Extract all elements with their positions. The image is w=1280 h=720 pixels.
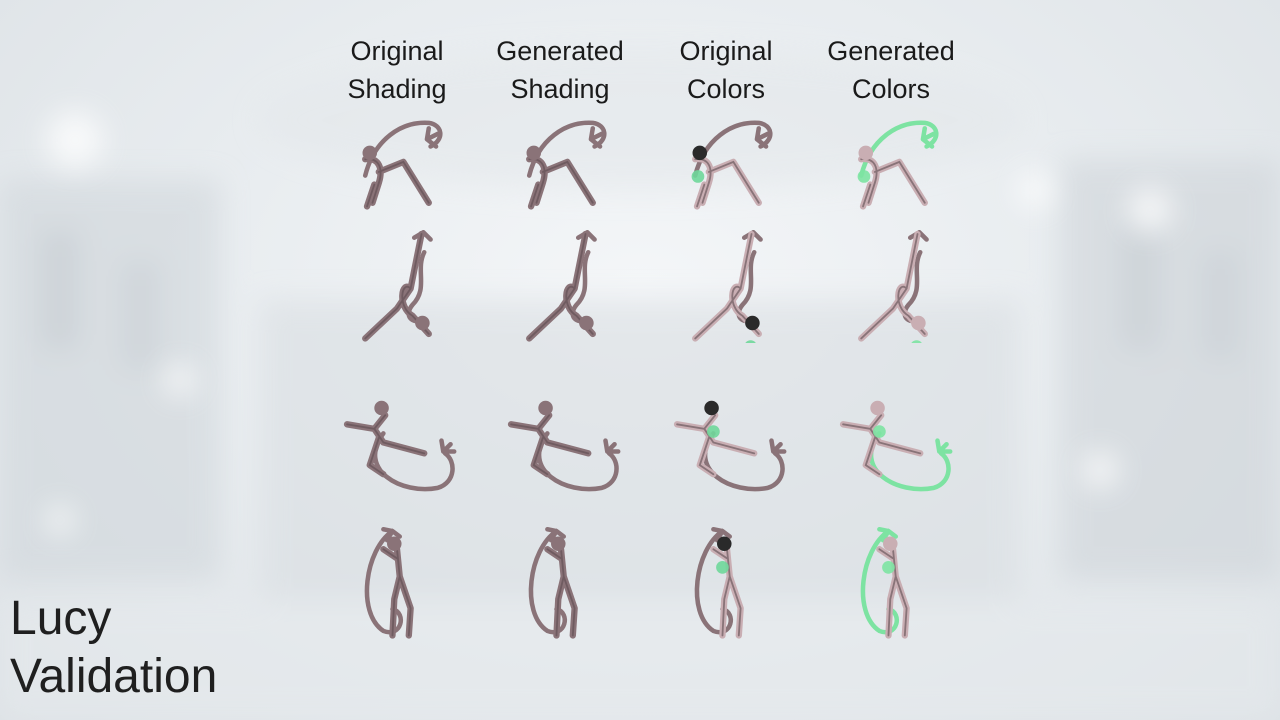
head-shape: [526, 145, 542, 161]
sprite-high-kick-col4: [839, 400, 953, 492]
tail-shape: [537, 431, 621, 492]
sprite-high-kick-col1: [343, 400, 457, 492]
head-shape: [579, 315, 594, 331]
body-shape: [673, 412, 758, 478]
body-outline: [528, 233, 594, 340]
body-outline: [364, 233, 430, 340]
body-shape: [526, 155, 596, 210]
body-outline: [546, 548, 576, 637]
tail-shape: [860, 526, 900, 635]
head-shape: [858, 145, 874, 161]
sprite-leaning-lunge-col2: [526, 120, 607, 210]
head-shape: [704, 400, 719, 416]
body-shape: [343, 412, 428, 478]
sprite-tail-loop-stand-col2: [528, 526, 578, 639]
color-accent-patch: [911, 340, 922, 343]
sprite-vertical-split-col3: [692, 229, 763, 343]
body-outline: [346, 414, 426, 476]
sprite-high-kick-col2: [507, 400, 621, 492]
body-shape: [858, 155, 928, 210]
color-accent-patch: [716, 561, 729, 574]
head-shape: [374, 400, 389, 416]
sprite-leaning-lunge-col3: [691, 120, 773, 210]
color-accent-patch: [707, 425, 720, 438]
slide-title: Lucy Validation: [10, 590, 217, 706]
head-shape: [717, 536, 732, 552]
body-shape: [876, 546, 910, 639]
body-shape: [362, 155, 432, 210]
body-shape: [380, 546, 414, 639]
head-shape: [387, 536, 402, 552]
head-shape: [415, 315, 430, 331]
head-shape: [362, 145, 378, 161]
column-header-generated-shading: Generated Shading: [496, 36, 624, 104]
tail-shape: [373, 431, 457, 492]
color-accent-patch: [691, 170, 705, 183]
column-header-generated-colors: Generated Colors: [827, 36, 955, 104]
body-shape: [692, 155, 762, 210]
sprite-leaning-lunge-col1: [362, 120, 443, 210]
head-shape: [870, 400, 885, 416]
tail-shape: [694, 526, 734, 635]
body-outline: [694, 233, 760, 340]
tail-shape: [526, 120, 607, 178]
head-shape: [883, 536, 898, 552]
body-shape: [710, 546, 744, 639]
head-shape: [745, 315, 760, 331]
head-shape: [551, 536, 566, 552]
sprite-leaning-lunge-col4: [857, 120, 939, 210]
tail-shape: [528, 526, 568, 635]
color-accent-patch: [857, 170, 871, 183]
sprite-tail-loop-stand-col4: [860, 526, 910, 639]
color-accent-patch: [745, 340, 756, 343]
sprite-tail-loop-stand-col1: [364, 526, 414, 639]
color-accent-patch: [873, 425, 886, 438]
body-outline: [860, 233, 926, 340]
slide-title-line1: Lucy: [10, 592, 112, 645]
tail-shape: [364, 526, 404, 635]
head-shape: [911, 315, 926, 331]
slide-title-line2: Validation: [10, 650, 218, 703]
sprite-vertical-split-col1: [362, 229, 433, 342]
head-shape: [538, 400, 553, 416]
body-shape: [507, 412, 592, 478]
sprite-vertical-split-col4: [858, 229, 929, 343]
tail-shape: [858, 120, 939, 178]
body-outline: [712, 548, 742, 637]
color-accent-patch: [882, 561, 895, 574]
body-shape: [544, 546, 578, 639]
sprite-high-kick-col3: [673, 400, 787, 492]
body-outline: [382, 548, 412, 637]
sprite-tail-loop-stand-col3: [694, 526, 744, 639]
tail-shape: [869, 431, 953, 492]
sprite-vertical-split-col2: [526, 229, 597, 342]
tail-shape: [692, 120, 773, 178]
tail-shape: [703, 431, 787, 492]
column-header-original-colors: Original Colors: [679, 36, 773, 104]
body-outline: [510, 414, 590, 476]
body-shape: [839, 412, 924, 478]
tail-shape: [362, 120, 443, 178]
body-outline: [878, 548, 908, 637]
head-shape: [692, 145, 708, 161]
column-header-original-shading: Original Shading: [347, 36, 447, 104]
